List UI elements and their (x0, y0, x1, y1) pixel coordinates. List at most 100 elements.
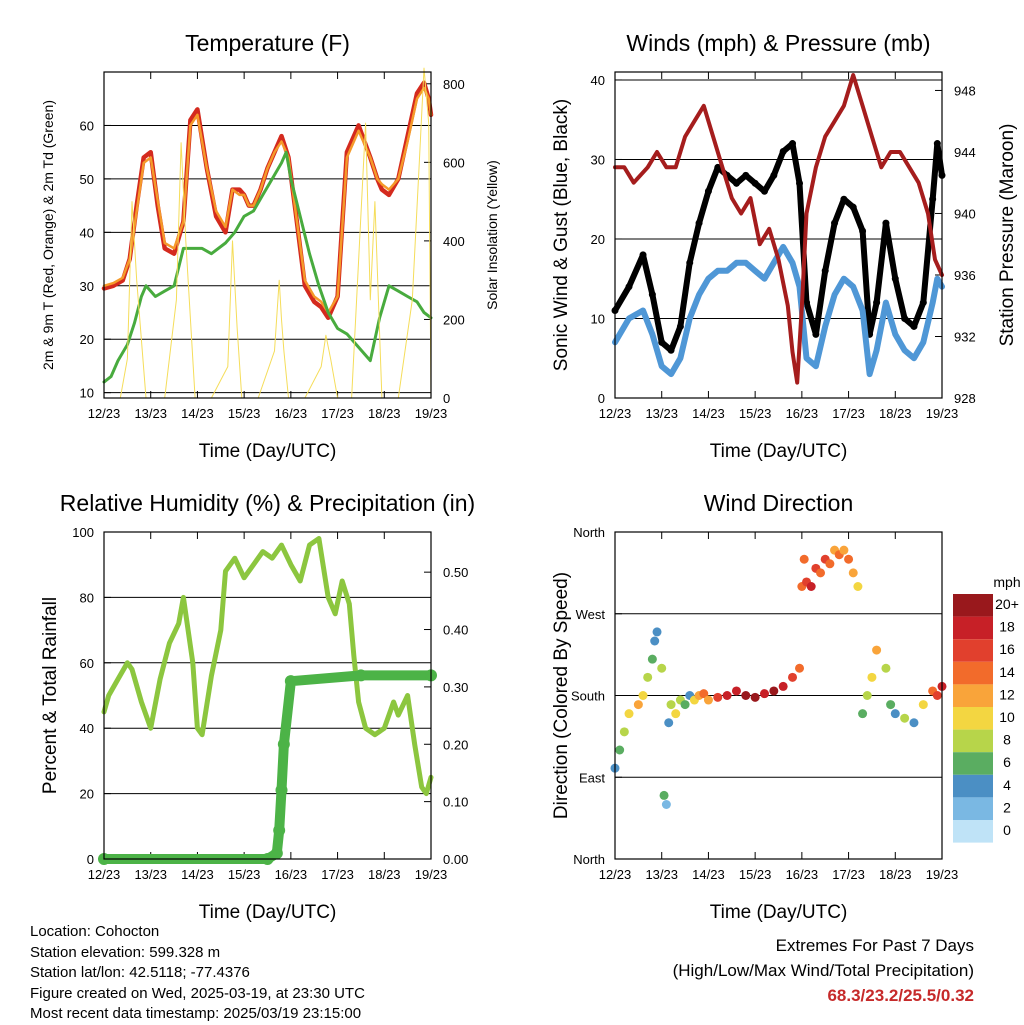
gust-point (770, 171, 778, 179)
colorbar-swatch (953, 684, 993, 707)
extremes-subtitle: (High/Low/Max Wind/Total Precipitation) (672, 961, 974, 980)
x-tick-label: 14/23 (692, 406, 725, 421)
chart-title: Winds (mph) & Pressure (mb) (626, 30, 930, 56)
direction-point (722, 691, 732, 700)
direction-point (862, 691, 872, 700)
y-tick-label: 60 (80, 118, 94, 133)
x-axis-label: Time (Day/UTC) (199, 441, 337, 462)
pressure-line (613, 73, 944, 385)
y-tick-label: 60 (80, 656, 94, 671)
direction-point (778, 681, 788, 691)
gust-point (840, 195, 848, 203)
colorbar-swatch (953, 639, 993, 662)
x-tick-label: 16/23 (786, 867, 819, 882)
panel-1: Temperature (F)1020304050600200400600800… (40, 30, 500, 462)
x-tick-label: 18/23 (879, 867, 912, 882)
direction-point (619, 727, 629, 737)
direction-point (867, 672, 877, 682)
x-tick-label: 14/23 (181, 867, 214, 882)
direction-point (806, 582, 816, 591)
gust-point (779, 148, 787, 156)
direction-point (844, 554, 854, 564)
y-right-tick-label: 0.50 (443, 565, 468, 580)
y-right-tick-label: 800 (443, 77, 465, 92)
direction-point (741, 691, 751, 700)
x-tick-label: 18/23 (368, 867, 401, 882)
colorbar-swatch (953, 797, 993, 820)
gust-point (676, 322, 684, 330)
plot-frame (103, 71, 432, 399)
gust-point (873, 299, 881, 307)
y-axis-label: Percent & Total Rainfall (40, 597, 61, 794)
plot-area (610, 545, 947, 809)
x-tick-label: 15/23 (228, 867, 261, 882)
latest-timestamp: Most recent data timestamp: 2025/03/19 2… (30, 1005, 362, 1022)
direction-point (643, 672, 653, 682)
y-tick-label: 10 (80, 386, 94, 401)
gust-point (658, 338, 666, 346)
y-right-axis-label: Station Pressure (Maroon) (997, 124, 1018, 347)
station-elevation: Station elevation: 599.328 m (30, 943, 221, 961)
y-tick-label: North (573, 525, 605, 540)
x-tick-label: 13/23 (645, 867, 678, 882)
gust-point (882, 219, 890, 227)
colorbar-swatch (953, 707, 993, 730)
y-right-tick-label: 944 (954, 145, 976, 160)
x-tick-label: 16/23 (275, 867, 308, 882)
y-tick-label: 20 (80, 332, 94, 347)
y-tick-label: West (576, 607, 606, 622)
direction-point (750, 692, 760, 702)
gust-point (803, 299, 811, 307)
colorbar-label: 20+ (995, 596, 1019, 612)
station-info: Location: Cohocton Station elevation: 59… (30, 922, 365, 1025)
gust-point (648, 291, 656, 299)
y-axis-label: Sonic Wind & Gust (Blue, Black) (551, 99, 572, 371)
direction-point (624, 709, 634, 719)
direction-point (650, 636, 660, 646)
x-tick-label: 18/23 (879, 406, 912, 421)
x-tick-label: 17/23 (321, 406, 354, 421)
colorbar-title: mph (993, 574, 1020, 590)
chart-title: Relative Humidity (%) & Precipitation (i… (60, 490, 475, 516)
y-right-tick-label: 936 (954, 268, 976, 283)
x-tick-label: 18/23 (368, 406, 401, 421)
direction-point (900, 713, 910, 723)
direction-point (671, 709, 681, 719)
colorbar: mph 20+ 18 16 14 12 10 8 6 4 2 0 (953, 574, 1021, 843)
precip-point (273, 824, 286, 837)
x-tick-label: 19/23 (415, 406, 448, 421)
x-tick-label: 15/23 (228, 406, 261, 421)
y-tick-label: 80 (80, 590, 94, 605)
y-right-tick-label: 0 (443, 391, 450, 406)
direction-point (759, 689, 769, 699)
wind-line (612, 243, 945, 378)
x-axis-label: Time (Day/UTC) (710, 441, 848, 462)
y-right-tick-label: 948 (954, 83, 976, 98)
gust-point (667, 346, 675, 354)
colorbar-label: 14 (999, 664, 1015, 680)
direction-point (664, 718, 674, 728)
y-right-tick-label: 928 (954, 391, 976, 406)
x-tick-label: 17/23 (832, 406, 865, 421)
colorbar-label: 10 (999, 709, 1015, 725)
panel-2: Winds (mph) & Pressure (mb) 0 10 20 30 40 928 9… (551, 30, 1018, 462)
direction-point (659, 790, 669, 800)
gust-point (625, 283, 633, 291)
gust-point (695, 219, 703, 227)
y-tick-label: 20 (80, 787, 94, 802)
direction-point (932, 691, 942, 700)
y-tick-label: 0 (87, 852, 94, 867)
y-tick-label: 40 (591, 73, 605, 88)
gust-point (639, 251, 647, 259)
y-right-tick-label: 940 (954, 206, 976, 221)
direction-point (699, 689, 709, 699)
colorbar-swatch (953, 820, 993, 843)
direction-point (661, 800, 671, 809)
y-axis-label: 2m & 9m T (Red, Orange) & 2m Td (Green) (40, 100, 56, 370)
temp-9m-line (102, 86, 433, 314)
direction-point (848, 568, 858, 578)
gust-point (796, 179, 804, 187)
gust-point (704, 187, 712, 195)
direction-point (853, 582, 863, 591)
direction-point (788, 672, 798, 682)
